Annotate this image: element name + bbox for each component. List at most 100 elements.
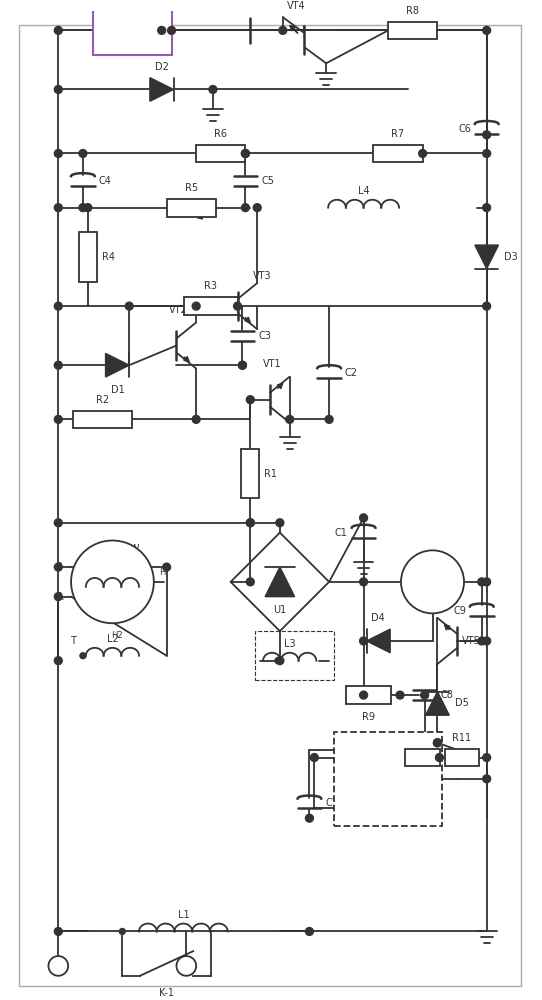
Text: H2: H2 xyxy=(112,631,123,640)
Circle shape xyxy=(483,637,491,645)
Text: VT4: VT4 xyxy=(287,1,306,11)
Text: C2: C2 xyxy=(345,368,358,378)
Bar xyxy=(73,411,132,428)
Bar xyxy=(388,22,437,39)
Circle shape xyxy=(396,691,404,699)
Text: L3: L3 xyxy=(284,639,295,649)
Circle shape xyxy=(79,150,87,157)
Text: R7: R7 xyxy=(391,129,404,139)
Text: R6: R6 xyxy=(214,129,227,139)
Circle shape xyxy=(54,563,62,571)
Circle shape xyxy=(483,204,491,212)
Circle shape xyxy=(286,415,294,423)
Text: B: B xyxy=(56,562,63,572)
Circle shape xyxy=(119,929,125,934)
Circle shape xyxy=(306,928,313,935)
Bar xyxy=(405,749,440,766)
Circle shape xyxy=(125,302,133,310)
Circle shape xyxy=(54,415,62,423)
Text: R10: R10 xyxy=(413,733,432,743)
Circle shape xyxy=(247,519,254,527)
Circle shape xyxy=(192,415,200,423)
Bar xyxy=(445,749,479,766)
Bar xyxy=(79,232,96,282)
Circle shape xyxy=(80,653,86,659)
Polygon shape xyxy=(425,692,449,715)
Circle shape xyxy=(421,691,429,699)
Circle shape xyxy=(84,204,92,212)
Circle shape xyxy=(325,415,333,423)
Circle shape xyxy=(478,637,486,645)
Bar xyxy=(373,145,423,162)
Circle shape xyxy=(279,26,287,34)
Circle shape xyxy=(360,514,367,522)
Circle shape xyxy=(54,26,62,34)
Circle shape xyxy=(401,550,464,613)
Polygon shape xyxy=(231,533,329,631)
Polygon shape xyxy=(265,567,295,597)
Bar xyxy=(93,6,171,55)
Text: R1: R1 xyxy=(264,469,277,479)
Circle shape xyxy=(241,150,249,157)
Circle shape xyxy=(158,26,166,34)
Circle shape xyxy=(192,302,200,310)
Text: D5: D5 xyxy=(455,698,469,708)
Text: C4: C4 xyxy=(99,176,112,186)
Text: C5: C5 xyxy=(261,176,274,186)
Text: D3: D3 xyxy=(505,252,518,262)
Text: R4: R4 xyxy=(101,252,114,262)
Text: VT3: VT3 xyxy=(253,271,272,281)
Text: VT2: VT2 xyxy=(169,305,188,315)
Text: C7: C7 xyxy=(325,798,338,808)
Circle shape xyxy=(163,563,171,571)
Circle shape xyxy=(360,637,367,645)
Text: C1: C1 xyxy=(335,528,348,538)
Circle shape xyxy=(54,204,62,212)
Circle shape xyxy=(483,150,491,157)
Circle shape xyxy=(306,814,313,822)
Circle shape xyxy=(54,361,62,369)
Circle shape xyxy=(54,302,62,310)
Circle shape xyxy=(234,302,241,310)
Text: C3: C3 xyxy=(258,331,271,341)
Text: U1: U1 xyxy=(273,605,287,615)
Bar xyxy=(196,145,246,162)
Circle shape xyxy=(209,86,217,93)
Text: L2: L2 xyxy=(107,634,118,644)
Text: D1: D1 xyxy=(111,385,124,395)
Circle shape xyxy=(241,204,249,212)
Circle shape xyxy=(253,204,261,212)
Text: VT1: VT1 xyxy=(263,359,281,369)
Text: T: T xyxy=(70,636,76,646)
Text: R2: R2 xyxy=(96,395,109,405)
Text: K-1: K-1 xyxy=(159,988,174,998)
Circle shape xyxy=(275,658,281,664)
Text: L4: L4 xyxy=(358,186,370,196)
Text: R5: R5 xyxy=(185,183,198,193)
Circle shape xyxy=(483,302,491,310)
Text: C6: C6 xyxy=(458,124,471,134)
Text: U2: U2 xyxy=(367,789,380,799)
Circle shape xyxy=(54,86,62,93)
Text: A: A xyxy=(56,592,63,602)
Text: D2: D2 xyxy=(155,62,169,72)
Text: C9: C9 xyxy=(453,606,466,616)
Circle shape xyxy=(54,519,62,527)
Circle shape xyxy=(483,578,491,586)
Circle shape xyxy=(434,739,441,747)
Circle shape xyxy=(483,775,491,783)
Text: R8: R8 xyxy=(406,6,420,16)
Text: YW: YW xyxy=(124,544,140,554)
Bar xyxy=(255,631,334,680)
Circle shape xyxy=(360,578,367,586)
Circle shape xyxy=(48,956,68,976)
Circle shape xyxy=(483,26,491,34)
Text: LM317: LM317 xyxy=(370,759,406,769)
Circle shape xyxy=(238,361,247,369)
Text: C8: C8 xyxy=(441,690,453,700)
Circle shape xyxy=(483,754,491,761)
Text: H: H xyxy=(159,568,165,577)
Text: K: K xyxy=(126,23,138,38)
Text: ADJ: ADJ xyxy=(342,803,358,812)
Bar xyxy=(346,686,391,704)
